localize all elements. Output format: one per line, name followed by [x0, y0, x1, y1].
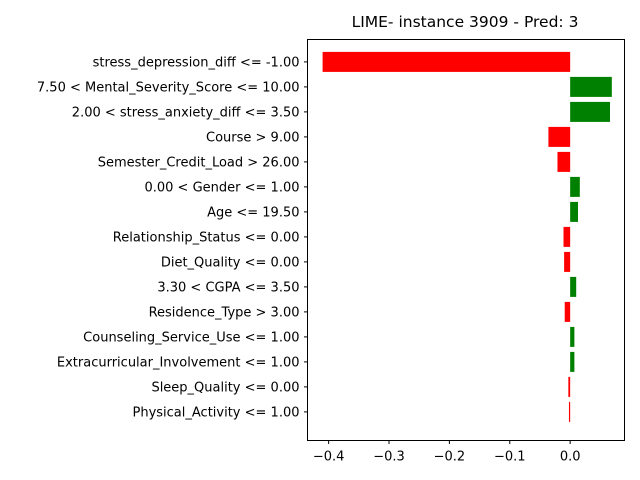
bar — [568, 401, 571, 422]
bar — [570, 351, 575, 372]
y-tick-label: Extracurricular_Involvement <= 1.00 — [57, 355, 300, 370]
y-tick-label: Semester_Credit_Load > 26.00 — [98, 155, 300, 170]
y-tick-label: Physical_Activity <= 1.00 — [133, 405, 300, 420]
x-tick-label: −0.4 — [313, 450, 345, 465]
x-tick-label: 0.0 — [560, 450, 581, 465]
bars-group — [322, 51, 612, 422]
bar — [570, 201, 579, 222]
y-tick-label: Counseling_Service_Use <= 1.00 — [83, 330, 299, 345]
chart-title: LIME- instance 3909 - Pred: 3 — [352, 13, 579, 31]
x-tick-label: −0.2 — [434, 450, 466, 465]
bar — [568, 376, 571, 397]
x-ticks: −0.4 −0.3 −0.2 −0.1 0.0 — [313, 440, 581, 465]
y-tick-label: Diet_Quality <= 0.00 — [161, 255, 300, 270]
bar — [570, 276, 577, 297]
y-tick-labels: stress_depression_diff <= -1.00 7.50 < Me… — [37, 55, 308, 420]
y-tick-label: Relationship_Status <= 0.00 — [113, 230, 300, 245]
y-tick-label: stress_depression_diff <= -1.00 — [93, 55, 300, 70]
y-tick-label: Age <= 19.50 — [207, 205, 299, 220]
x-tick-label: −0.3 — [373, 450, 405, 465]
bar — [322, 51, 571, 72]
bar — [564, 251, 571, 272]
bar — [563, 226, 571, 247]
y-tick-label: 7.50 < Mental_Severity_Score <= 10.00 — [37, 80, 300, 95]
axes-frame — [307, 39, 625, 441]
bar — [557, 151, 571, 172]
bar — [564, 301, 571, 322]
y-tick-label: Residence_Type > 3.00 — [149, 305, 300, 320]
bar — [570, 76, 612, 97]
y-tick-label: 2.00 < stress_anxiety_diff <= 3.50 — [72, 105, 300, 120]
y-tick-label: Course > 9.00 — [206, 130, 300, 145]
bar — [570, 101, 611, 122]
y-tick-label: Sleep_Quality <= 0.00 — [151, 380, 299, 395]
bar — [570, 326, 575, 347]
y-tick-label: 0.00 < Gender <= 1.00 — [144, 180, 299, 195]
y-tick-label: 3.30 < CGPA <= 3.50 — [157, 280, 299, 295]
bar — [548, 126, 571, 147]
x-tick-label: −0.1 — [494, 450, 526, 465]
bar — [570, 176, 580, 197]
